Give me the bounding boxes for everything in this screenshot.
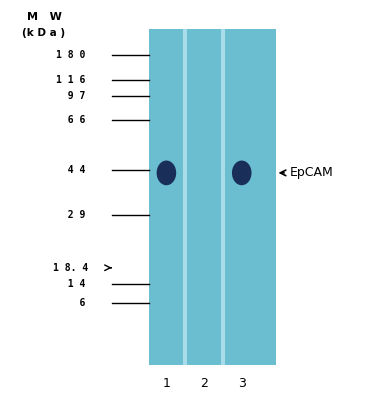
- Text: 2 9: 2 9: [56, 210, 85, 220]
- Text: 3: 3: [238, 377, 246, 390]
- Text: 1 8 0: 1 8 0: [56, 50, 85, 60]
- Ellipse shape: [232, 160, 251, 185]
- Text: 1 8. 4: 1 8. 4: [53, 263, 88, 273]
- Text: 9 7: 9 7: [56, 90, 85, 100]
- Text: EpCAM: EpCAM: [290, 166, 334, 179]
- Text: 1 4: 1 4: [56, 279, 85, 289]
- Text: (k D a ): (k D a ): [22, 28, 65, 38]
- Text: 1 1 6: 1 1 6: [56, 76, 85, 86]
- Bar: [183, 28, 187, 366]
- Text: 6: 6: [56, 298, 85, 308]
- Bar: [221, 28, 225, 366]
- Text: 2: 2: [200, 377, 208, 390]
- Text: 6 6: 6 6: [56, 115, 85, 125]
- Text: M   W: M W: [26, 12, 62, 22]
- Bar: [149, 28, 276, 366]
- Text: 1: 1: [163, 377, 170, 390]
- Text: 4 4: 4 4: [56, 165, 85, 175]
- Ellipse shape: [156, 160, 176, 185]
